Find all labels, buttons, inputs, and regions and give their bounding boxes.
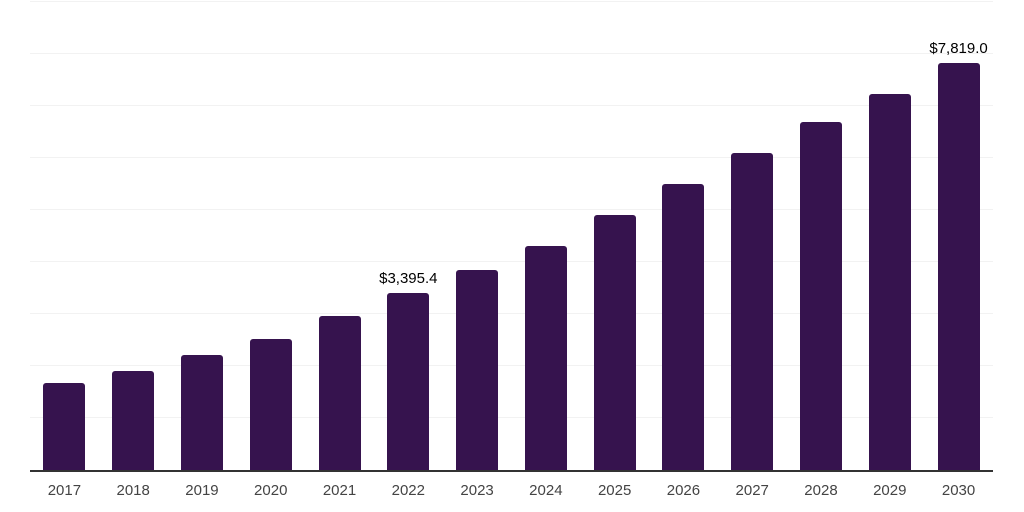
x-tick-2022: 2022 [391,482,425,499]
x-tick-2026: 2026 [666,482,701,499]
gridline-6000 [30,157,993,158]
bar-slot-2028 [787,2,856,470]
gridline-4000 [30,261,993,262]
x-tick-2019: 2019 [185,482,219,499]
bar-2028 [799,122,842,470]
x-tick-2025: 2025 [597,482,632,499]
bar-slot-2021 [305,2,374,470]
bar-slot-2029 [855,2,924,470]
gridline-7000 [30,105,993,106]
bar-2025 [593,215,636,470]
bar-slot-2027 [718,2,787,470]
bar-slot-2024 [511,2,580,470]
x-tick-2027: 2027 [735,482,769,499]
bar-2021 [318,316,361,470]
bars: $3,395.4 $7,819.0 [30,2,993,470]
x-tick-2030: 2030 [941,482,976,499]
gridline-2000 [30,365,993,366]
bar-2020 [249,339,292,470]
bar-chart-plot-area: $3,395.4 $7,819.0 [30,1,993,472]
x-tick-2020: 2020 [254,482,288,499]
bar-2023 [456,270,499,470]
x-tick-2024: 2024 [529,482,563,499]
x-tick-2017: 2017 [47,482,82,499]
x-tick-2028: 2028 [804,482,838,499]
gridline-3000 [30,313,993,314]
bar-2018 [112,371,155,470]
x-tick-2029: 2029 [873,482,907,499]
bar-2026 [662,184,705,470]
gridline-5000 [30,209,993,210]
bar-2029 [868,94,911,470]
bar-slot-2026 [649,2,718,470]
bar-slot-2030: $7,819.0 [924,2,993,470]
x-axis-labels: 2017 2018 2019 2020 2021 2022 2023 2024 2025 2026… [30,482,993,499]
gridline-9000 [30,1,993,2]
x-tick-2023: 2023 [460,482,494,499]
data-label-2030: $7,819.0 [929,40,988,57]
bar-slot-2025 [580,2,649,470]
bar-slot-2023 [443,2,512,470]
x-tick-2021: 2021 [322,482,357,499]
bar-slot-2019 [168,2,237,470]
gridline-8000 [30,53,993,54]
bar-slot-2022: $3,395.4 [374,2,443,470]
gridline-1000 [30,417,993,418]
x-tick-2018: 2018 [116,482,150,499]
bar-slot-2020 [236,2,305,470]
data-label-2022: $3,395.4 [379,270,438,287]
bar-2030 [937,63,980,470]
bar-2019 [180,355,223,470]
bar-slot-2018 [99,2,168,470]
bar-2022 [387,293,430,470]
bar-slot-2017 [30,2,99,470]
bar-2027 [731,153,774,470]
bar-2024 [524,246,567,470]
bar-2017 [43,383,86,470]
